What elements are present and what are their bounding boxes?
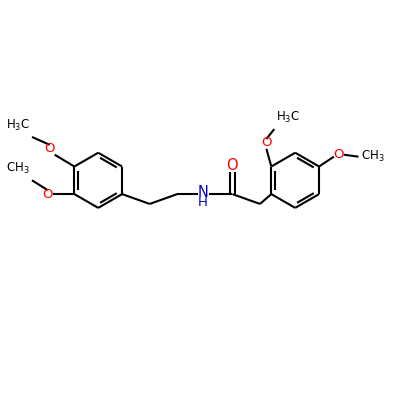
Text: O: O [227,158,238,173]
Text: N: N [198,185,208,200]
Text: O: O [42,188,53,200]
Text: H: H [198,196,208,210]
Text: O: O [261,136,272,149]
Text: CH$_3$: CH$_3$ [6,161,30,176]
Text: O: O [44,142,55,155]
Text: CH$_3$: CH$_3$ [362,149,385,164]
Text: O: O [334,148,344,161]
Text: H$_3$C: H$_3$C [6,118,30,133]
Text: H$_3$C: H$_3$C [276,110,300,125]
